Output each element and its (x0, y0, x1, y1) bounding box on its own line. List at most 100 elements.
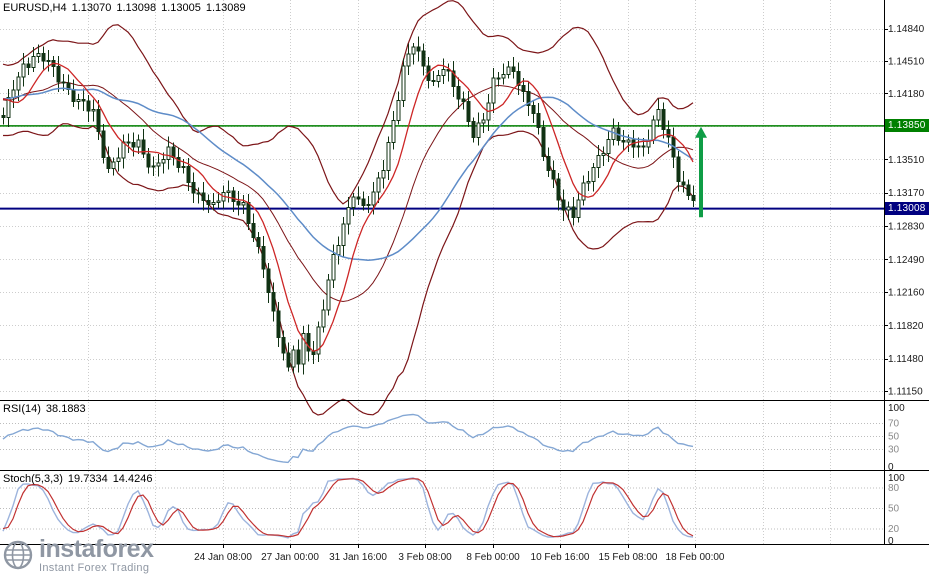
bull-candle (506, 66, 511, 75)
bull-candle (21, 63, 26, 78)
watermark-text: instaforex Instant Forex Trading (39, 535, 154, 575)
stoch-indicator-label: Stoch(5,3,3) 19.7334 14.4246 (3, 473, 157, 485)
bull-candle (601, 153, 606, 157)
bear-candle (421, 50, 426, 67)
bear-candle (546, 156, 551, 171)
bull-candle (391, 120, 396, 143)
bear-candle (286, 352, 291, 368)
rsi-panel-area[interactable] (0, 401, 884, 470)
bull-candle (91, 108, 96, 112)
vertical-gridlines (88, 0, 831, 544)
bull-candle (591, 166, 596, 182)
bear-candle (676, 156, 681, 183)
bull-candle (116, 157, 121, 163)
time-axis-label: 15 Feb 08:00 (599, 552, 658, 563)
bear-candle (201, 192, 206, 201)
instaforex-watermark: instaforex Instant Forex Trading (3, 535, 154, 575)
bear-candle (236, 201, 241, 206)
rsi-axis-bottom: 0 (888, 462, 894, 473)
stoch-signal-line (2, 478, 694, 538)
bear-candle (96, 108, 101, 132)
bull-candle (376, 177, 381, 193)
close-value: 1.13089 (205, 2, 246, 14)
bull-candle (76, 98, 81, 102)
bear-candle (191, 182, 196, 194)
bull-candle (46, 60, 51, 63)
bear-candle (231, 190, 236, 202)
bear-candle (641, 145, 646, 148)
bull-candle (576, 199, 581, 218)
bull-candle (441, 68, 446, 77)
panel-separators (0, 0, 929, 548)
bull-candle (586, 180, 591, 184)
rsi-level-label: 70 (888, 419, 900, 430)
rsi-title: RSI(14) (3, 403, 41, 415)
main-chart-area[interactable] (0, 0, 884, 398)
bear-candle (276, 310, 281, 339)
price-axis-labels: 1.148401.145101.141801.138501.135101.131… (888, 24, 925, 547)
price-axis-label: 1.11480 (888, 354, 924, 365)
watermark-tagline: Instant Forex Trading (39, 562, 150, 574)
time-axis-label: 3 Feb 08:00 (398, 552, 452, 563)
bear-candle (41, 52, 46, 62)
bear-candle (266, 268, 271, 293)
bull-candle (436, 75, 441, 82)
rsi-value: 38.1883 (45, 403, 86, 415)
bull-candle (326, 279, 331, 311)
bull-candle (566, 206, 571, 211)
watermark-brand: instaforex (39, 535, 154, 563)
rsi-line (2, 413, 694, 464)
up-arrow-head[interactable] (695, 126, 707, 138)
bull-candle (491, 77, 496, 104)
price-axis-label: 1.14180 (888, 89, 925, 100)
bull-candle (401, 65, 406, 101)
price-axis-label: 1.12490 (888, 255, 925, 266)
bear-candle (206, 200, 211, 206)
bear-candle (176, 157, 181, 168)
current-price-tag: 1.13008 (885, 202, 929, 216)
bear-candle (196, 192, 201, 195)
bear-candle (451, 70, 456, 87)
bull-candle (36, 52, 41, 58)
bear-candle (361, 198, 366, 207)
bear-candle (141, 139, 146, 155)
bull-candle (111, 161, 116, 169)
bull-candle (316, 326, 321, 355)
bull-candle (366, 204, 371, 207)
bull-candle (476, 122, 481, 138)
bear-candle (666, 129, 671, 138)
bear-candle (471, 120, 476, 139)
price-axis-label: 1.14840 (888, 24, 925, 35)
high-value: 1.13098 (116, 2, 157, 14)
bull-candle (606, 139, 611, 155)
bull-candle (406, 53, 411, 67)
bear-candle (416, 46, 421, 52)
bear-candle (81, 98, 86, 102)
price-axis-label: 1.14510 (888, 57, 925, 68)
bear-candle (126, 141, 131, 144)
stoch-axis-top: 100 (888, 473, 905, 484)
resistance-price-tag: 1.13850 (885, 119, 929, 133)
bull-candle (371, 191, 376, 206)
bear-candle (686, 184, 691, 196)
bear-candle (536, 112, 541, 129)
rsi-indicator-label: RSI(14) 38.1883 (3, 403, 91, 415)
stoch-main-value: 19.7334 (67, 473, 108, 485)
price-axis-label: 1.12160 (888, 287, 925, 298)
bull-candle (301, 332, 306, 365)
rsi-level-label: 50 (888, 432, 900, 443)
bear-candle (306, 332, 311, 352)
price-axis-area[interactable] (885, 0, 929, 545)
bear-candle (571, 206, 576, 218)
bear-candle (256, 237, 261, 248)
bull-candle (156, 162, 161, 167)
bear-candle (551, 169, 556, 180)
bull-candle (181, 166, 186, 169)
low-value: 1.13005 (161, 2, 201, 14)
bull-candle (656, 108, 661, 121)
bear-candle (511, 66, 516, 73)
bull-candle (16, 76, 21, 91)
rsi-level-label: 30 (888, 444, 900, 455)
